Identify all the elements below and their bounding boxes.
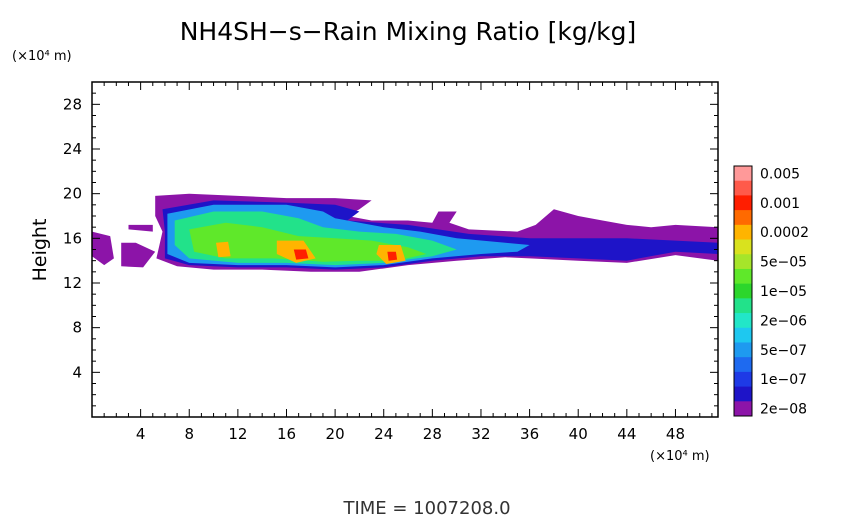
x-tick-label: 28 [423, 425, 442, 443]
colorbar-swatch [734, 224, 752, 240]
warm-blob-8 [216, 241, 231, 258]
y-tick-label: 8 [72, 319, 82, 337]
colorbar-swatch [734, 268, 752, 285]
time-footer: TIME = 1007208.0 [342, 498, 510, 519]
colorbar-label: 0.005 [760, 166, 800, 182]
y-tick-label: 28 [63, 95, 82, 113]
colorbar-swatch [734, 386, 752, 402]
colorbar-label: 1e−07 [760, 372, 807, 388]
x-tick-label: 8 [184, 425, 194, 443]
x-tick-label: 12 [228, 425, 247, 443]
colorbar-label: 5e−07 [760, 343, 807, 359]
x-tick-label: 16 [277, 425, 296, 443]
colorbar-swatch [734, 342, 752, 358]
colorbar-frame [733, 165, 753, 417]
colorbar-swatch [734, 401, 752, 417]
outer-envelope-2 [128, 224, 153, 232]
y-tick-label: 12 [63, 274, 82, 292]
colorbar-label: 2e−06 [760, 313, 807, 329]
y-axis-unit: (×10⁴ m) [12, 49, 72, 64]
y-tick-label: 4 [72, 363, 82, 381]
colorbar: 0.005 0.001 0.0002 5e−05 1e−05 2e−06 5e−07 1e−0… [733, 165, 809, 418]
colorbar-label: 1e−05 [760, 284, 807, 300]
colorbar-label: 2e−08 [760, 402, 807, 418]
outer-envelope-1 [121, 242, 156, 268]
y-tick-label: 20 [63, 185, 82, 203]
colorbar-swatch [734, 210, 752, 226]
colorbar-swatch [734, 371, 752, 387]
x-axis-unit: (×10⁴ m) [650, 449, 710, 464]
x-tick-label: 40 [569, 425, 588, 443]
colorbar-swatch [734, 254, 752, 270]
chart-title: NH4SH−s−Rain Mixing Ratio [kg/kg] [180, 17, 637, 46]
colorbar-swatch [734, 195, 752, 211]
colorbar-label: 0.0002 [760, 225, 809, 241]
colorbar-label: 0.001 [760, 196, 800, 212]
x-tick-label: 48 [666, 425, 685, 443]
colorbar-swatch [734, 180, 752, 196]
x-tick-label: 24 [374, 425, 393, 443]
colorbar-swatch [734, 327, 752, 343]
y-axis-label: Height [29, 219, 51, 282]
x-tick-label: 4 [136, 425, 146, 443]
colorbar-swatch [734, 166, 752, 182]
y-tick-label: 24 [63, 140, 82, 158]
hot-spot-11 [293, 249, 309, 260]
colorbar-label: 5e−05 [760, 255, 807, 271]
x-tick-label: 44 [617, 425, 636, 443]
x-tick-label: 20 [326, 425, 345, 443]
colorbar-swatch [734, 313, 752, 329]
colorbar-swatch [734, 239, 752, 255]
colorbar-swatch [734, 283, 752, 299]
colorbar-swatch [734, 357, 752, 373]
colorbar-swatch [734, 298, 752, 314]
inner-core-7 [189, 222, 427, 262]
contour-fill-group [92, 193, 718, 272]
x-tick-label: 36 [520, 425, 539, 443]
outer-envelope-0 [92, 231, 114, 266]
x-tick-label: 32 [471, 425, 490, 443]
y-tick-label: 16 [63, 229, 82, 247]
hot-spot-12 [387, 251, 398, 261]
